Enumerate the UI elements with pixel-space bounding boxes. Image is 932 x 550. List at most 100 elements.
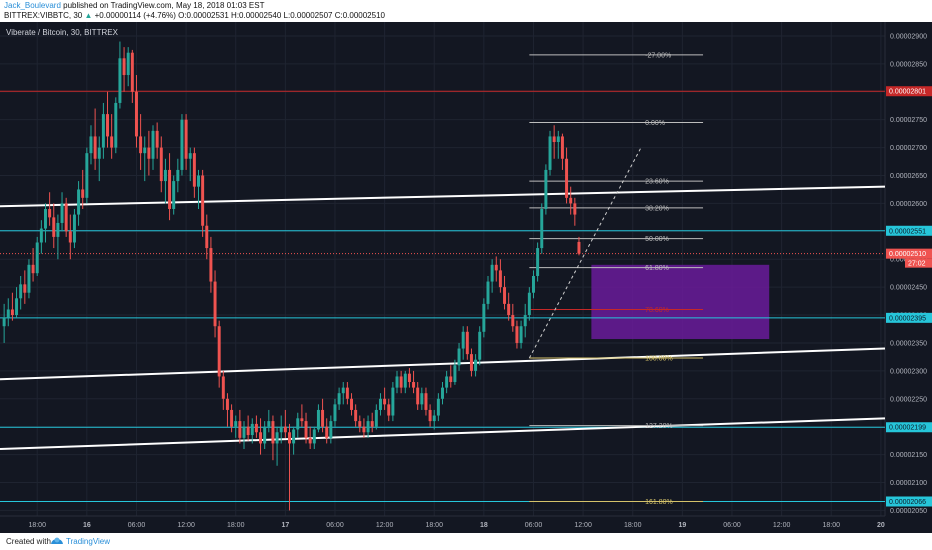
candle-body	[275, 432, 279, 444]
candle-body	[395, 376, 399, 388]
trendline	[0, 347, 886, 381]
candle-body	[548, 136, 552, 170]
candle-body	[267, 421, 271, 427]
candle-body	[2, 317, 6, 327]
last-price-tag	[886, 248, 932, 259]
candle-body	[482, 303, 486, 332]
candle-body	[147, 147, 151, 159]
price-tick-label: 0.00002350	[890, 340, 927, 347]
candle-body	[246, 426, 250, 436]
candle-body	[350, 398, 354, 410]
candle-body	[242, 426, 246, 438]
candle-body	[172, 181, 176, 209]
time-tick-label: 17	[281, 522, 289, 529]
fib-level-label: 78.60%	[645, 307, 669, 314]
candle-body	[341, 387, 345, 394]
price-level-tag-label: 0.00002801	[889, 89, 926, 96]
time-tick-label: 18:00	[624, 522, 642, 529]
candle-body	[403, 373, 407, 388]
time-tick-label: 06:00	[326, 522, 344, 529]
time-tick-label: 06:00	[525, 522, 543, 529]
time-tick-label: 18:00	[28, 522, 46, 529]
candle-body	[519, 326, 523, 343]
price-level-tag-label: 0.00002551	[889, 228, 926, 235]
candle-body	[259, 432, 263, 444]
candle-body	[577, 241, 581, 254]
candle-body	[114, 102, 118, 148]
purple-target-zone	[591, 264, 770, 340]
candle-body	[101, 114, 105, 148]
candle-body	[321, 409, 325, 427]
candle-body	[250, 423, 254, 436]
candle-body	[44, 208, 47, 229]
time-tick-label: 12:00	[376, 522, 394, 529]
candle-body	[308, 437, 312, 444]
candle-body	[316, 409, 320, 430]
candle-body	[213, 281, 217, 327]
price-level-tag	[886, 225, 932, 236]
price-tick-label: 0.00002600	[890, 201, 927, 208]
candle-body	[296, 418, 300, 430]
candle-body	[366, 421, 370, 433]
created-with-text: Created with	[6, 537, 51, 546]
candle-body	[201, 175, 205, 226]
candle-body	[461, 331, 465, 349]
candle-body	[126, 52, 130, 76]
countdown-label: 27:02	[908, 261, 926, 268]
candle-body	[6, 309, 10, 318]
countdown-tag	[905, 258, 932, 268]
candle-body	[312, 429, 316, 444]
candle-body	[445, 376, 449, 388]
candle-body	[39, 228, 43, 243]
candle-body	[205, 225, 209, 249]
price-tick-label: 0.00002850	[890, 61, 927, 68]
time-tick-label: 12:00	[773, 522, 791, 529]
candle-body	[254, 423, 258, 433]
price-chart[interactable]: Viberate / Bitcoin, 30, BITTREX -27.00% 0.…	[0, 22, 932, 533]
time-tick-label: 20	[877, 522, 885, 529]
candle-body	[81, 189, 85, 198]
candle-body	[494, 264, 498, 271]
candle-body	[424, 393, 428, 410]
candle-body	[168, 169, 172, 209]
candle-body	[93, 136, 97, 159]
author-link[interactable]: Jack_Boulevard	[4, 1, 61, 10]
published-text: published on TradingView.com, May 18, 20…	[60, 1, 265, 10]
candle-body	[279, 426, 283, 433]
candle-body	[52, 217, 56, 237]
candle-body	[130, 52, 134, 92]
candle-body	[432, 415, 436, 422]
candle-body	[263, 426, 267, 444]
trendline	[0, 417, 886, 451]
price-tick-label: 0.00002450	[890, 285, 927, 292]
price-level-tag	[886, 496, 932, 507]
time-tick-label: 18:00	[227, 522, 245, 529]
candle-body	[163, 169, 167, 182]
candle-body	[64, 203, 68, 232]
symbol-info: BITTREX:VIBBTC, 30	[4, 11, 83, 20]
candle-body	[139, 136, 143, 154]
candle-body	[118, 58, 122, 103]
tradingview-link[interactable]: TradingView	[66, 537, 111, 546]
candle-body	[230, 409, 234, 427]
price-tick-label: 0.00002100	[890, 480, 927, 487]
price-tick-label: 0.00002900	[890, 33, 927, 40]
candle-body	[48, 208, 52, 218]
candle-body	[474, 359, 478, 371]
candle-body	[540, 208, 544, 249]
candle-body	[378, 398, 382, 410]
candle-body	[197, 175, 200, 187]
candle-body	[19, 284, 23, 299]
candle-body	[10, 309, 14, 316]
time-tick-label: 12:00	[574, 522, 592, 529]
fib-level-label: 23.60%	[645, 179, 669, 186]
candle-body	[391, 387, 395, 416]
candle-body	[420, 393, 424, 405]
time-tick-label: 12:00	[177, 522, 195, 529]
candle-body	[176, 169, 180, 182]
candle-body	[469, 354, 473, 371]
candle-body	[362, 426, 366, 433]
price-level-tag	[886, 312, 932, 323]
candle-body	[428, 409, 432, 422]
candle-body	[159, 147, 163, 182]
